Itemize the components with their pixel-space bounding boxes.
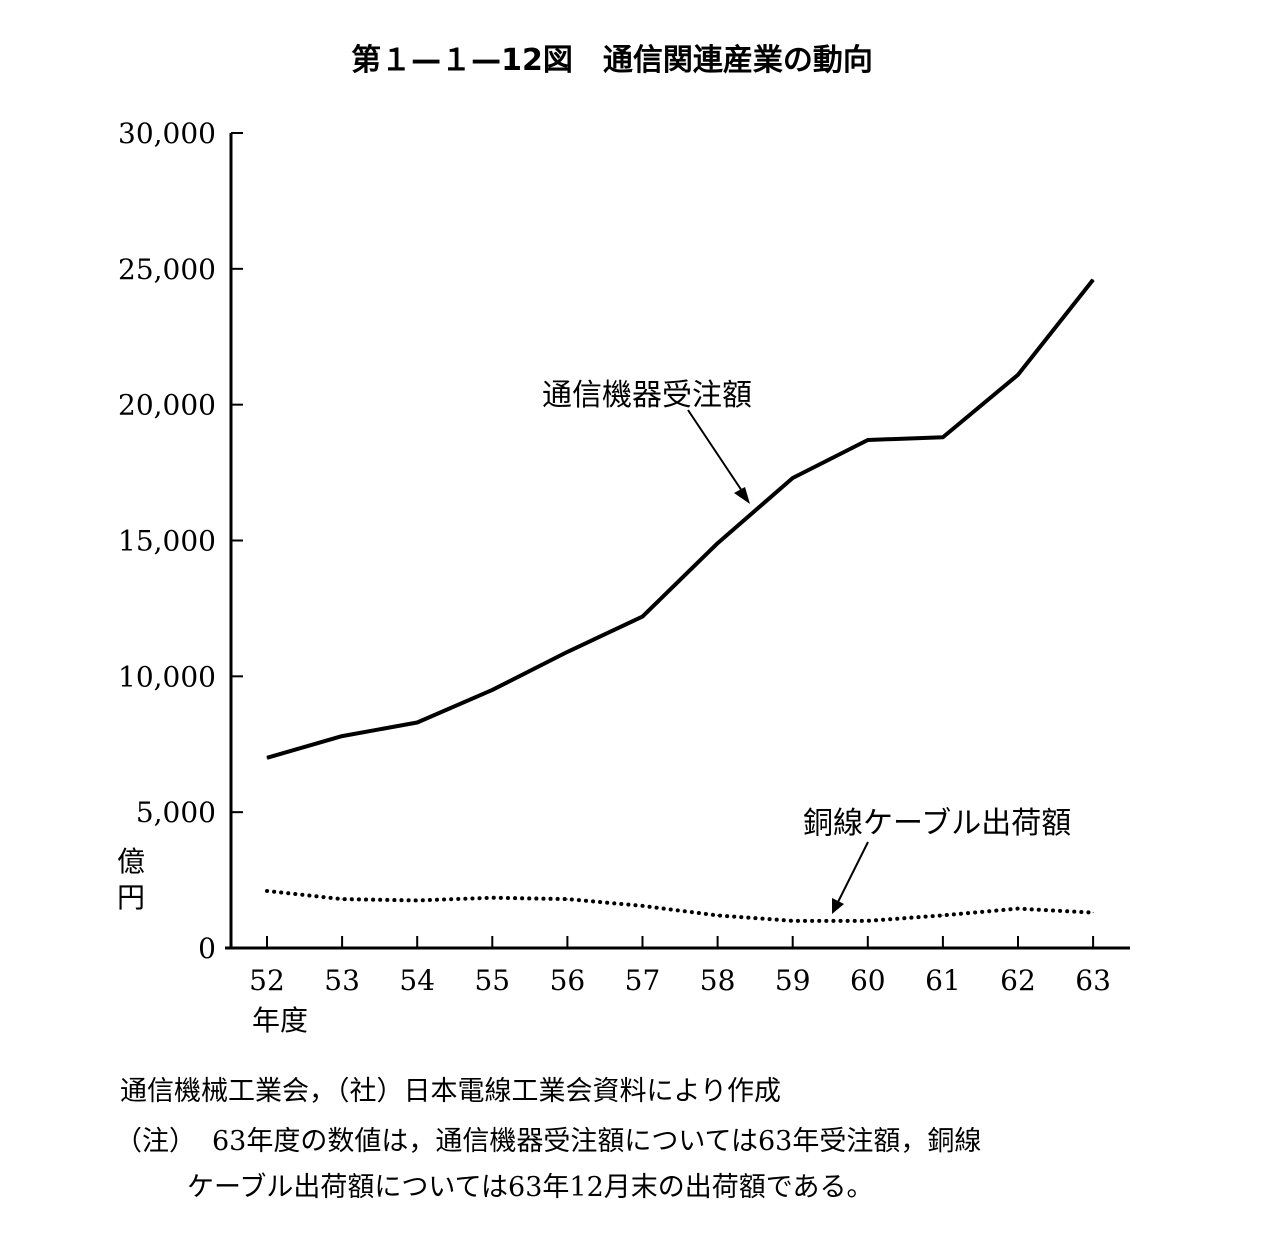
copper-cable-point-61 (942, 914, 944, 916)
annotation-arrowhead-copper-cable (832, 898, 844, 914)
x-axis-ticks: 52 53 54 55 56 57 58 59 60 61 62 63 (249, 936, 1111, 997)
source-note: 通信機械工業会，（社）日本電線工業会資料により作成 (120, 1076, 781, 1107)
copper-cable-point-60 (867, 920, 869, 922)
telecom-orders-point-52 (266, 757, 268, 759)
telecom-orders-point-59 (792, 477, 794, 479)
x-tick-label: 55 (474, 964, 510, 997)
note-label: （注） (115, 1126, 196, 1157)
y-tick-label: 20,000 (118, 389, 216, 422)
chart-title: 第１—１—12図 通信関連産業の動向 (351, 43, 873, 78)
note-line-1: 63年度の数値は，通信機器受注額については63年受注額，銅線 (212, 1126, 982, 1157)
x-tick-label: 63 (1075, 964, 1111, 997)
x-tick-label: 57 (625, 964, 661, 997)
copper-cable-point-59 (792, 920, 794, 922)
series-group (265, 278, 1096, 923)
copper-cable-point-54 (416, 899, 418, 901)
x-tick-label: 60 (850, 964, 886, 997)
telecom-orders-point-55 (491, 689, 493, 691)
telecom-orders-point-60 (867, 439, 869, 441)
telecom-orders-point-56 (566, 651, 568, 653)
telecom-orders-point-58 (717, 542, 719, 544)
copper-cable-point-52 (266, 890, 268, 892)
x-tick-label: 62 (1000, 964, 1036, 997)
x-tick-label: 56 (550, 964, 586, 997)
y-axis-label-line1: 億 (117, 845, 145, 878)
x-tick-label: 58 (700, 964, 736, 997)
y-axis-label-line2: 円 (117, 881, 145, 914)
annotation-arrowhead-telecom-orders (734, 487, 750, 504)
x-tick-label: 59 (775, 964, 811, 997)
annotation-arrow-copper-cable (837, 841, 869, 903)
x-tick-label: 52 (249, 964, 285, 997)
y-tick-label: 25,000 (118, 253, 216, 286)
y-tick-label: 10,000 (118, 660, 216, 693)
annotation-arrow-telecom-orders (687, 409, 745, 495)
copper-cable-point-58 (717, 914, 719, 916)
telecom-orders-point-62 (1017, 374, 1019, 376)
series-line-copper-cable (265, 888, 1096, 923)
telecom-orders-point-53 (341, 735, 343, 737)
x-tick-label: 53 (324, 964, 360, 997)
y-tick-label: 30,000 (118, 117, 216, 150)
y-tick-label: 15,000 (118, 525, 216, 558)
copper-cable-point-55 (491, 897, 493, 899)
y-tick-label: 5,000 (136, 796, 216, 829)
series-line-telecom-orders (266, 278, 1095, 760)
telecom-orders-point-61 (942, 436, 944, 438)
copper-cable-point-62 (1017, 908, 1019, 910)
copper-cable-point-56 (566, 898, 568, 900)
y-axis-ticks: 0 5,000 10,000 15,000 20,000 25,000 30,000 (118, 117, 243, 965)
telecom-orders-point-54 (416, 722, 418, 724)
annotation-label-telecom-orders: 通信機器受注額 (542, 378, 752, 413)
x-tick-label: 61 (925, 964, 961, 997)
telecom-orders-point-57 (642, 616, 643, 618)
y-tick-label: 0 (198, 932, 216, 965)
copper-cable-point-53 (341, 898, 343, 900)
chart-svg: 第１—１—12図 通信関連産業の動向 0 5,000 10,000 15,000 20,… (117, 43, 1130, 1037)
annotation-label-copper-cable: 銅線ケーブル出荷額 (803, 806, 1071, 841)
copper-cable-point-63 (1092, 912, 1094, 914)
note-line-2: ケーブル出荷額については63年12月末の出荷額である。 (187, 1172, 874, 1203)
x-tick-label: 54 (399, 964, 435, 997)
telecom-orders-point-63 (1092, 279, 1094, 281)
x-axis-label: 年度 (252, 1004, 308, 1037)
copper-cable-point-57 (642, 905, 643, 907)
